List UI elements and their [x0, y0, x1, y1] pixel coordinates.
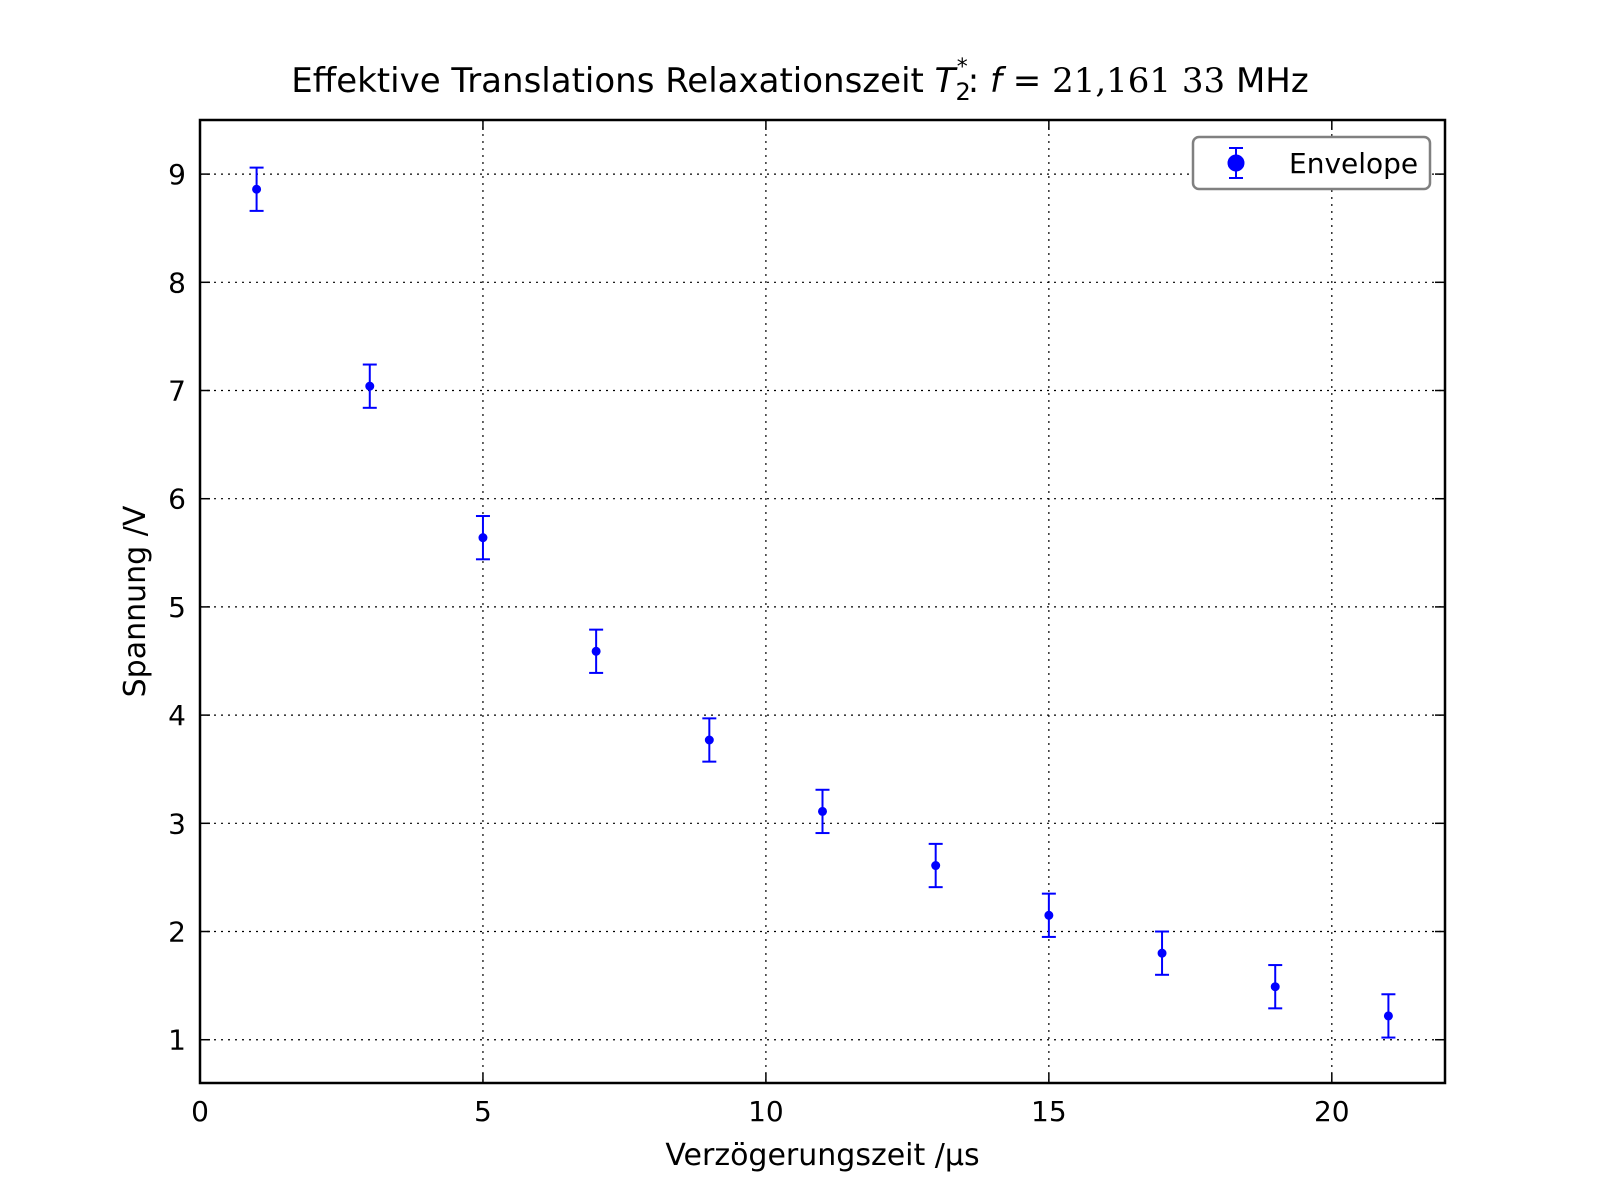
y-tick-label: 5	[168, 591, 186, 624]
legend-marker	[1227, 147, 1245, 179]
axis-ticks: 0 5 10 15 20 1 2 3 4 5 6 7 8 9	[168, 120, 1445, 1128]
plot-frame	[198, 118, 1447, 1085]
data-point	[1270, 982, 1280, 992]
data-point	[252, 184, 262, 194]
x-tick-label: 0	[191, 1095, 209, 1128]
data-point	[478, 533, 488, 543]
data-point	[1157, 948, 1167, 958]
data-point	[591, 646, 601, 656]
title-symbol: T	[935, 61, 958, 101]
legend-label-envelope: Envelope	[1289, 147, 1418, 180]
chart-title: Effektive Translations Relaxationszeit T…	[291, 55, 1308, 106]
y-tick-label: 7	[168, 375, 186, 408]
title-equals: =	[1002, 61, 1052, 101]
y-tick-label: 8	[168, 266, 186, 299]
x-tick-label: 10	[748, 1095, 784, 1128]
x-tick-label: 5	[474, 1095, 492, 1128]
y-tick-label: 3	[168, 807, 186, 840]
legend: Envelope	[1191, 135, 1432, 191]
x-tick-label: 15	[1031, 1095, 1067, 1128]
y-tick-label: 2	[168, 916, 186, 949]
data-point	[1383, 1011, 1393, 1021]
title-value: 21,161 33	[1052, 61, 1225, 101]
title-symbol-sub: 2	[955, 78, 970, 106]
legend-box	[1191, 135, 1432, 191]
x-tick-label: 20	[1314, 1095, 1350, 1128]
data-point	[1044, 910, 1054, 920]
data-point	[818, 806, 827, 816]
y-axis-label: Spannung /V	[118, 505, 153, 697]
title-symbol-sup: *	[957, 55, 968, 80]
title-prefix: Effektive Translations Relaxationszeit	[291, 61, 934, 101]
data-point	[704, 735, 714, 745]
title-unit: MHz	[1225, 61, 1309, 101]
data-point	[931, 861, 941, 871]
x-axis-label: Verzögerungszeit /µs	[665, 1138, 979, 1173]
grid	[200, 120, 1445, 1083]
y-tick-label: 9	[168, 158, 186, 191]
title-middle: :	[968, 61, 990, 101]
legend-point	[1227, 154, 1245, 172]
y-tick-label: 4	[168, 699, 186, 732]
y-tick-label: 1	[168, 1024, 186, 1057]
y-tick-label: 6	[168, 483, 186, 516]
data-point	[365, 381, 375, 391]
data-series	[249, 166, 1396, 1039]
